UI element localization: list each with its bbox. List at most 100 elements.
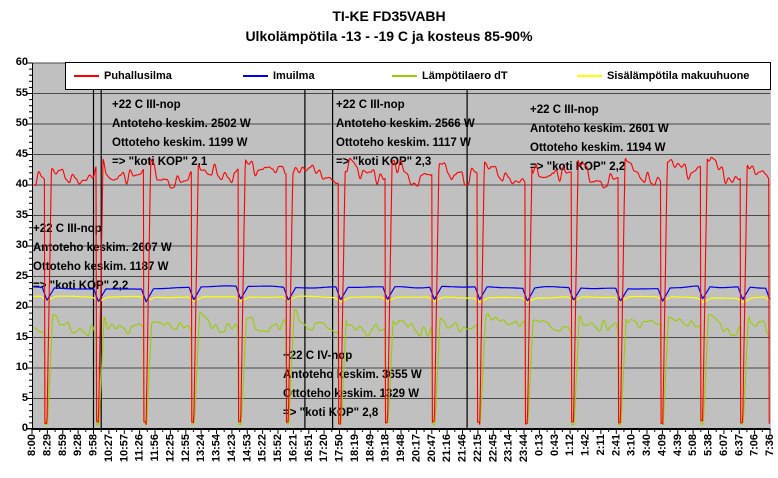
legend-item: Imuilma xyxy=(243,63,315,89)
x-axis-label: 8:29 xyxy=(41,434,54,457)
chart-annotation-line: +22 C III-nop xyxy=(530,104,599,116)
series-line-imuilma xyxy=(31,285,771,303)
chart-annotation-line: Antoteho keskim. 2607 W xyxy=(33,242,172,254)
x-axis-label: 19:48 xyxy=(395,434,407,463)
x-axis-label: 0:43 xyxy=(548,434,561,457)
x-axis-label: 17:50 xyxy=(333,434,346,463)
y-axis-label: 55 xyxy=(15,86,28,99)
y-axis-label: 25 xyxy=(15,269,28,282)
x-axis-label: 2:41 xyxy=(610,434,623,457)
y-axis-label: 30 xyxy=(15,239,28,251)
chart-annotation-line: +22 C IV-nop xyxy=(283,350,352,362)
x-axis-label: 18:49 xyxy=(364,434,377,463)
chart-annotation-line: +22 C III-nop xyxy=(336,99,405,111)
chart-annotation-line: => "koti KOP" 2,3 xyxy=(336,156,431,168)
x-axis-label: 11:26 xyxy=(133,434,146,462)
chart-annotation-line: Ottoteho keskim. 1329 W xyxy=(283,388,419,400)
x-axis-label: 17:20 xyxy=(318,434,331,463)
x-axis-label: 15:22 xyxy=(256,434,269,463)
y-axis-label: 20 xyxy=(15,300,28,312)
legend-line-marker xyxy=(392,75,417,77)
x-axis-label: 6:37 xyxy=(733,434,746,457)
x-axis-label: 12:55 xyxy=(179,434,192,463)
chart-annotation-line: +22 C III-nop xyxy=(112,99,181,111)
legend-item: Puhallusilma xyxy=(74,63,172,89)
x-axis-label: 1:42 xyxy=(579,434,592,457)
x-axis-label: 16:51 xyxy=(302,434,315,463)
chart-annotation-line: Ottoteho keskim. 1199 W xyxy=(112,137,248,149)
x-axis-label: 22:45 xyxy=(487,434,500,463)
x-axis-label: 20:47 xyxy=(425,434,438,463)
x-axis-label: 13:24 xyxy=(195,434,208,463)
legend-item: Sisälämpötila makuuhuone xyxy=(577,63,749,89)
x-axis-label: 5:38 xyxy=(702,434,715,457)
x-axis-label: 7:36 xyxy=(764,434,776,457)
x-axis-label: 3:10 xyxy=(625,434,638,457)
x-axis-label: 10:57 xyxy=(118,434,131,463)
x-axis-label: 0:13 xyxy=(533,434,546,457)
x-axis-label: 1:12 xyxy=(564,434,577,457)
legend-line-marker xyxy=(243,75,268,77)
chart-annotation-line: +22 C III-nop xyxy=(33,223,102,235)
x-axis-label: 21:46 xyxy=(456,434,469,463)
chart-annotation-line: => "koti KOP" 2,2 xyxy=(33,280,128,292)
y-axis-label: 15 xyxy=(15,330,28,343)
legend-line-marker xyxy=(577,75,602,77)
chart-annotation-line: Ottoteho keskim. 1117 W xyxy=(336,137,471,149)
series-line-sis-l-mp-tila-makuuhuone xyxy=(31,295,771,303)
y-axis-label: 5 xyxy=(21,391,28,404)
x-axis-label: 3:40 xyxy=(641,434,653,457)
legend: Puhallusilma Imuilma Lämpötilaero dT Sisälä… xyxy=(65,62,771,90)
x-axis-label: 20:17 xyxy=(410,434,423,463)
x-axis-label: 15:52 xyxy=(272,434,284,463)
y-axis-label: 0 xyxy=(21,422,28,434)
legend-label: Imuilma xyxy=(273,70,315,82)
y-axis-label: 45 xyxy=(15,147,28,160)
x-axis-label: 11:56 xyxy=(149,434,161,462)
legend-label: Puhallusilma xyxy=(104,70,172,82)
chart-annotation-line: Ottoteho keskim. 1194 W xyxy=(530,142,666,154)
chart-subtitle: Ulkolämpötila -13 - -19 C ja kosteus 85-… xyxy=(245,28,533,44)
x-axis-label: 8:00 xyxy=(26,434,38,457)
x-axis-label: 12:25 xyxy=(164,434,177,463)
x-axis-label: 23:14 xyxy=(502,434,515,463)
legend-label: Sisälämpötila makuuhuone xyxy=(607,70,750,82)
x-axis-label: 14:23 xyxy=(225,434,238,463)
legend-label: Lämpötilaero dT xyxy=(422,70,508,82)
x-axis-label: 9:58 xyxy=(87,434,100,457)
x-axis-label: 18:19 xyxy=(348,434,361,463)
x-axis-label: 9:28 xyxy=(72,434,85,457)
chart-annotation-line: Antoteho keskim. 3655 W xyxy=(283,369,422,381)
plot-series-layer: +22 C III-nop Antoteho keskim. 2502 W Otto… xyxy=(27,62,771,434)
x-axis-label: 13:54 xyxy=(210,434,223,463)
x-axis-label: 6:07 xyxy=(717,434,730,457)
x-axis-label: 8:59 xyxy=(56,434,69,457)
x-axis-label: 21:16 xyxy=(441,434,454,463)
x-axis-label: 4:09 xyxy=(656,434,669,457)
x-axis-label: 10:27 xyxy=(102,434,115,463)
x-axis-label: 16:21 xyxy=(287,434,300,463)
x-axis-label: 7:06 xyxy=(748,434,761,457)
x-axis-label: 19:18 xyxy=(379,434,392,463)
series-line-puhallusilma xyxy=(31,156,770,425)
x-axis-label: 22:15 xyxy=(471,434,484,463)
x-axis-label: 2:11 xyxy=(594,434,607,456)
chart-annotation-line: Antoteho keskim. 2502 W xyxy=(112,118,251,130)
y-axis-label: 35 xyxy=(15,208,28,221)
legend-line-marker xyxy=(74,75,99,77)
chart-annotation-line: Antoteho keskim. 2566 W xyxy=(336,118,475,130)
y-axis-label: 60 xyxy=(15,56,28,68)
chart-annotation-line: Antoteho keskim. 2601 W xyxy=(530,123,669,135)
y-axis-label: 10 xyxy=(15,361,28,373)
chart-title: TI-KE FD35VABH xyxy=(332,8,446,24)
y-axis-label: 50 xyxy=(15,117,28,129)
x-axis-label: 5:08 xyxy=(687,434,700,457)
legend-item: Lämpötilaero dT xyxy=(392,63,508,89)
x-axis-label: 14:53 xyxy=(241,434,254,463)
series-line-l-mp-tilaero-dt xyxy=(31,308,771,426)
chart-annotation-line: => "koti KOP" 2,8 xyxy=(283,407,379,419)
chart-annotation-line: => "koti KOP" 2,1 xyxy=(112,156,208,168)
x-axis-label: 4:39 xyxy=(671,434,684,457)
x-axis-label: 23:44 xyxy=(518,434,530,463)
